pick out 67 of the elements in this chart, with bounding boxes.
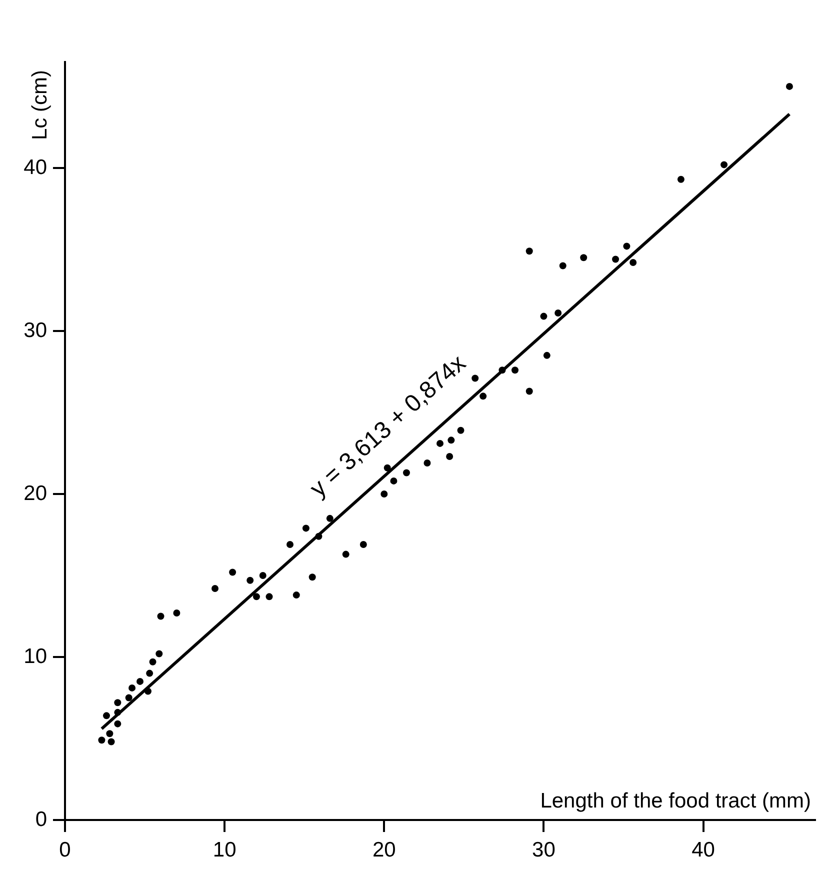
point [106, 730, 114, 738]
point [402, 469, 410, 476]
point [424, 460, 431, 467]
point [157, 612, 164, 620]
point [146, 670, 154, 677]
point [457, 426, 464, 434]
point [786, 82, 793, 90]
point [136, 678, 144, 685]
point [390, 477, 398, 484]
point [554, 310, 562, 317]
point [720, 161, 728, 168]
point [125, 694, 132, 702]
point [543, 352, 550, 359]
point [512, 366, 518, 374]
point [326, 514, 334, 522]
point [612, 256, 620, 263]
point [114, 720, 122, 728]
point [229, 568, 236, 576]
y-tick-label: 30 [24, 318, 47, 342]
point [212, 585, 218, 592]
point [315, 532, 322, 540]
point [259, 572, 266, 579]
x-tick-label: 30 [532, 838, 556, 862]
point [480, 392, 487, 400]
x-tick-label: 0 [59, 838, 71, 862]
point [128, 684, 136, 692]
point [173, 609, 180, 616]
point [526, 388, 533, 395]
point [360, 541, 367, 548]
point [302, 524, 310, 532]
point [144, 688, 152, 695]
x-axis-title: Length of the food tract (mm) [540, 789, 811, 812]
x-tick-label: 10 [212, 838, 236, 862]
point [448, 436, 455, 444]
point [308, 574, 316, 581]
point [630, 259, 637, 266]
point [446, 452, 454, 460]
point [286, 541, 294, 548]
y-axis-title: Lc (cm) [28, 70, 52, 140]
point [114, 699, 122, 706]
y-tick-label: 20 [24, 482, 47, 505]
y-tick-label: 0 [35, 808, 47, 831]
point [292, 592, 300, 599]
point [266, 593, 273, 600]
x-tick-label: 20 [372, 838, 396, 862]
point [149, 658, 156, 666]
point [436, 440, 444, 447]
point [559, 262, 566, 270]
point [380, 490, 388, 498]
point [540, 312, 548, 320]
x-tick-label: 40 [692, 838, 715, 862]
point [580, 254, 588, 262]
point [472, 374, 479, 382]
point [102, 712, 110, 720]
point [526, 248, 533, 255]
point [246, 576, 254, 584]
y-tick-label: 10 [24, 644, 47, 668]
point [342, 550, 350, 558]
point [677, 176, 684, 183]
point [252, 593, 260, 600]
point [114, 708, 122, 716]
point [108, 738, 115, 746]
point [156, 650, 163, 658]
point [623, 242, 630, 250]
point [498, 366, 506, 374]
point [98, 736, 106, 744]
y-tick-label: 40 [24, 156, 47, 179]
